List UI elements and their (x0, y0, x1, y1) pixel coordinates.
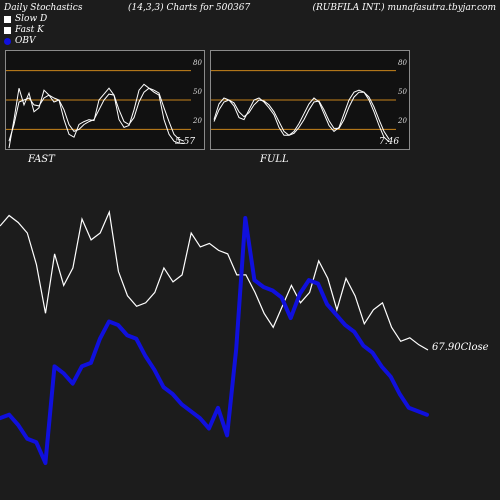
full-series-line-0 (213, 89, 390, 143)
full-last-value: 7.46 (379, 137, 400, 147)
full-stochastic-chart (211, 70, 396, 143)
legend-obv: OBV (4, 36, 36, 46)
company-label: (RUBFILA INT.) munafasutra.tbyjar.com (312, 3, 496, 13)
fast-stochastic-chart (6, 70, 191, 149)
fast-panel-label: FAST (28, 154, 55, 165)
chart-title: Daily Stochastics (4, 3, 83, 13)
legend-swatch-fast-k-icon (4, 26, 11, 34)
legend-fast-k: Fast K (4, 25, 44, 35)
full-stochastic-panel: 80 50 20 7.46 (210, 50, 410, 150)
fast-last-value: 5.57 (175, 137, 196, 147)
obv-line (0, 216, 429, 465)
full-tick-20: 20 (398, 117, 407, 125)
full-tick-50: 50 (398, 88, 407, 96)
legend-slow-d: Slow D (4, 14, 47, 24)
full-series-line-1 (213, 91, 390, 140)
fast-stochastic-panel: 80 50 20 5.57 (5, 50, 205, 150)
legend-label-slow-d: Slow D (15, 14, 48, 24)
fast-tick-50: 50 (193, 88, 202, 96)
legend-swatch-obv-icon (4, 37, 11, 45)
legend-label-obv: OBV (15, 36, 36, 46)
fast-series-line-0 (8, 83, 185, 149)
close-price-line (0, 209, 429, 351)
chart-params: (14,3,3) Charts for 500367 (128, 3, 251, 13)
legend-label-fast-k: Fast K (15, 25, 44, 35)
close-value-label: 67.90Close (432, 342, 489, 353)
fast-series-line-1 (8, 87, 185, 142)
full-panel-label: FULL (260, 154, 289, 165)
fast-tick-20: 20 (193, 117, 202, 125)
legend-swatch-slow-d-icon (4, 15, 11, 23)
price-obv-chart (0, 209, 429, 465)
fast-tick-80: 80 (193, 59, 202, 67)
full-tick-80: 80 (398, 59, 407, 67)
